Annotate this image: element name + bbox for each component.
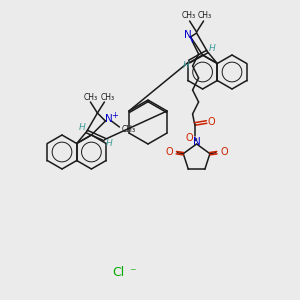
Text: O: O bbox=[166, 147, 173, 157]
Text: N: N bbox=[104, 114, 112, 124]
Text: CH₃: CH₃ bbox=[100, 92, 115, 101]
Text: O: O bbox=[220, 147, 228, 157]
Text: Cl: Cl bbox=[112, 266, 124, 278]
Text: CH₃: CH₃ bbox=[121, 124, 136, 134]
Text: H: H bbox=[105, 139, 112, 148]
Text: H: H bbox=[209, 44, 216, 53]
Text: H: H bbox=[78, 123, 85, 132]
Text: O: O bbox=[208, 117, 215, 127]
Text: CH₃: CH₃ bbox=[197, 11, 212, 20]
Text: +: + bbox=[111, 110, 118, 119]
Text: CH₃: CH₃ bbox=[182, 11, 196, 20]
Text: CH₃: CH₃ bbox=[83, 92, 98, 101]
Text: N: N bbox=[193, 137, 200, 147]
Text: H: H bbox=[183, 61, 190, 70]
Text: ⁻: ⁻ bbox=[126, 266, 136, 278]
Text: O: O bbox=[186, 133, 194, 143]
Text: N: N bbox=[184, 30, 191, 40]
